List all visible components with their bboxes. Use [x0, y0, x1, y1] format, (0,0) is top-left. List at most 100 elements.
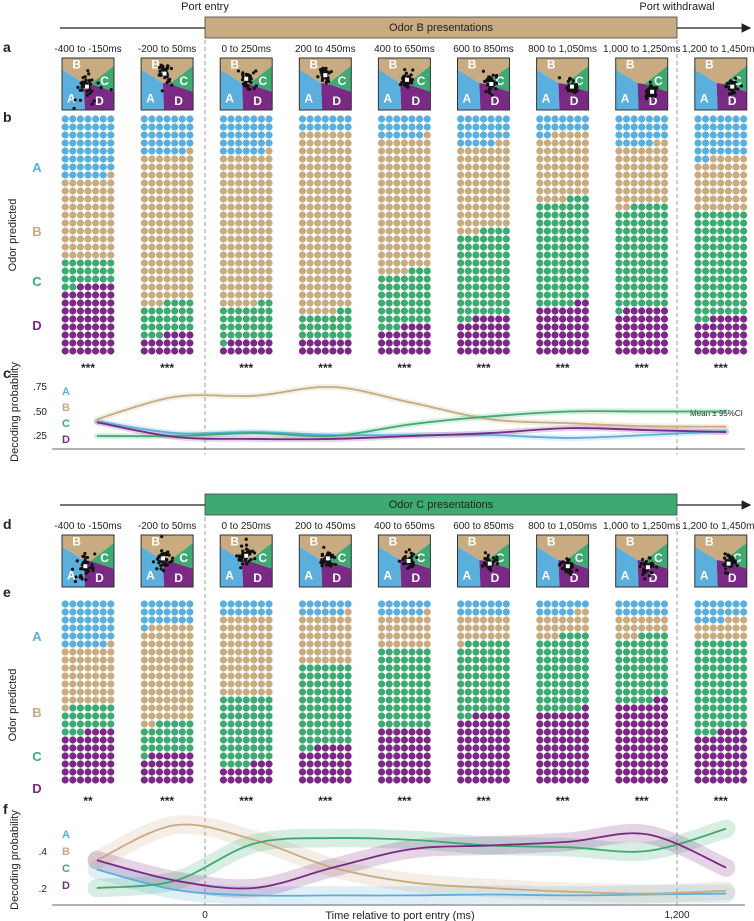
trial-dot-b [336, 283, 345, 291]
significance-stars: *** [81, 361, 95, 375]
trial-dot-a [645, 139, 653, 147]
trial-dot-d [574, 752, 582, 760]
trial-dot-c [694, 680, 702, 688]
trial-dot-b [543, 187, 552, 195]
trial-dot-b [140, 219, 148, 227]
trial-dot-b [155, 195, 164, 203]
trial-dot-d [566, 307, 574, 315]
trial-dot [566, 79, 570, 83]
trial-dot-d [336, 760, 345, 768]
trial-dot-d [400, 768, 408, 776]
trial-dot-c [227, 704, 235, 712]
trial-dot-a [709, 147, 717, 155]
trial-dot-b [235, 203, 243, 211]
trial-dot [240, 544, 244, 548]
trial-dot-c [740, 648, 748, 656]
trial-dot-b [724, 179, 733, 187]
trial-dot-c [69, 267, 77, 275]
trial-dot-a [479, 131, 488, 139]
square-border [61, 57, 115, 111]
trial-dot-b [314, 632, 322, 640]
trial-dot-a [622, 139, 631, 147]
trial-dot-c [171, 323, 179, 331]
trial-dot-d [566, 760, 574, 768]
trial-dot-c [694, 648, 702, 656]
trial-dot-b [329, 299, 337, 307]
trial-dot-a [732, 139, 740, 147]
trial-dot-b [69, 235, 77, 243]
trial-dot-b [408, 155, 416, 163]
trial-dot-b [242, 203, 250, 211]
trial-dot-a [92, 624, 100, 632]
trial-dot-a [178, 123, 186, 131]
trial-dot-c [487, 664, 495, 672]
trial-dot-b [171, 187, 179, 195]
trial-dot-a [61, 163, 69, 171]
trial-dot-b [336, 147, 345, 155]
trial-dot-b [186, 147, 194, 155]
trial-dot-c [472, 291, 480, 299]
trial-dot-a [186, 115, 194, 123]
trial-dot-d [536, 323, 544, 331]
trial-dot-c [219, 323, 227, 331]
trial-dot-d [495, 315, 503, 323]
trial-dot-c [694, 235, 702, 243]
trial-dot-c [385, 275, 393, 283]
trial-dot-d [92, 347, 100, 355]
trial-dot-d [76, 339, 84, 347]
trial-dot-b [329, 203, 337, 211]
trial-dot [487, 558, 491, 563]
trial-dot-d [393, 776, 401, 784]
trial-dot-b [257, 227, 265, 235]
trial-dot-b [581, 608, 590, 616]
trial-dot-d [502, 760, 510, 768]
trial-dot-b [479, 211, 488, 219]
trial-dot-b [257, 155, 265, 163]
trial-dot-a [464, 600, 472, 608]
trial-dot-c [250, 331, 258, 339]
trial-dot-c [457, 307, 465, 315]
trial-dot-a [298, 600, 307, 608]
trial-dot-d [472, 712, 480, 720]
trial-dot-d [219, 768, 227, 776]
trial-dot-a [76, 163, 84, 171]
trial-dot-b [306, 163, 314, 171]
trial-dot-c [464, 696, 472, 704]
trial-dot-b [227, 616, 235, 624]
trial-dot-c [219, 696, 227, 704]
trial-dot-d [61, 736, 69, 744]
trial-dot-b [257, 680, 265, 688]
trial-dot [483, 556, 487, 561]
trial-dot-a [472, 608, 480, 616]
trial-dot-b [472, 155, 480, 163]
trial-dot-c [630, 251, 638, 259]
trial-dot-c [457, 672, 465, 680]
trial-dot-d [171, 339, 179, 347]
trial-dot-c [638, 227, 646, 235]
trial-dot-d [566, 776, 574, 784]
trial-dot-d [400, 776, 408, 784]
trial-dot-c [423, 267, 431, 275]
trial-dot-d [76, 744, 84, 752]
trial-dot-d [559, 323, 567, 331]
trial-dot-b [265, 187, 273, 195]
trial-dot-b [416, 195, 424, 203]
trial-dot-c [423, 299, 431, 307]
trial-dot-b [227, 275, 235, 283]
y-tick-label: .50 [33, 407, 47, 418]
trial-dot-c [423, 680, 431, 688]
trial-dot-c [581, 664, 590, 672]
trial-dot-b [336, 219, 345, 227]
trial-dot-a [329, 608, 337, 616]
trial-dot [415, 555, 419, 560]
trial-dot-d [559, 331, 567, 339]
trial-dot-b [298, 616, 307, 624]
trial-dot-d [574, 307, 582, 315]
trial-dot-b [457, 203, 465, 211]
trial-dot-a [61, 171, 69, 179]
panel-b-grid-3: *** [298, 115, 352, 375]
trial-dot-b [219, 211, 227, 219]
trial-dot-b [536, 632, 544, 640]
trial-dot-b [653, 163, 661, 171]
trial-dot-d [99, 768, 107, 776]
